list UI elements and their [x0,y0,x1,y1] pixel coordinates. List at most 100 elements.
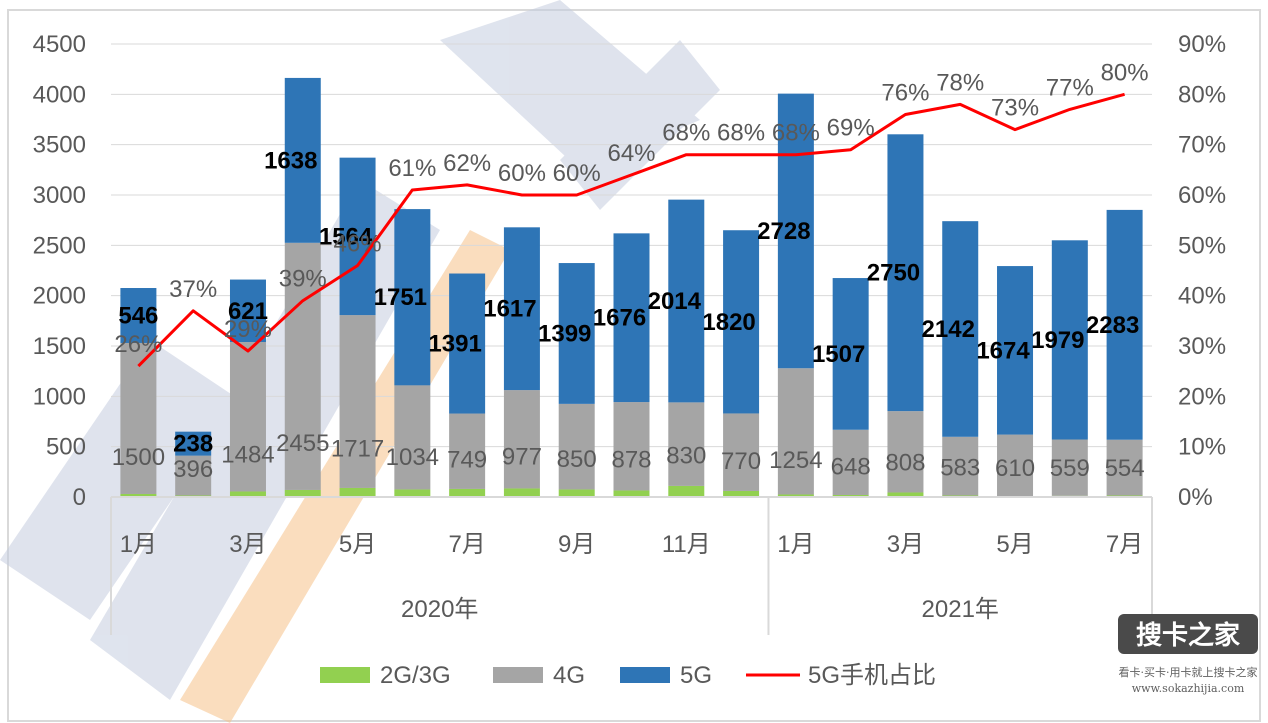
bar-5g [229,279,266,343]
label-share: 26% [114,331,162,358]
label-5g: 2750 [867,260,920,287]
bar-4g [832,429,869,495]
bar-5g [613,233,650,403]
line-layer [137,92,1125,368]
y-left-tick-label: 500 [46,434,86,461]
year-group-label: 2021年 [922,596,999,623]
bar-4g [613,402,650,491]
label-share: 76% [881,79,929,106]
y-left-tick-label: 3000 [33,182,86,209]
label-5g: 1564 [319,223,373,250]
y-right-tick-label: 80% [1178,81,1226,108]
label-5g: 2142 [922,316,975,343]
y-left-tick-label: 1500 [33,333,86,360]
label-4g: 749 [447,446,487,473]
label-4g: 1500 [112,444,165,471]
share-line [137,92,1125,368]
bar-5g [942,221,979,437]
y-right-tick-label: 20% [1178,383,1226,410]
bar-2g3g [120,493,157,497]
bar-4g [229,342,266,492]
y-left-tick-label: 2000 [33,283,86,310]
label-5g: 1507 [812,341,865,368]
legend-label: 2G/3G [380,662,451,689]
bar-4g [887,411,924,493]
label-4g: 1717 [331,436,384,463]
bar-2g3g [723,490,760,497]
label-share: 37% [169,276,217,303]
axis-layer: 0 500 1000 1500 2000 2500 3000 3500 4000 4500 0% 10… [33,31,1226,635]
brand-logo-box [1118,614,1258,654]
label-share: 60% [498,160,546,187]
label-4g: 977 [502,444,542,471]
bar-4g [723,413,760,491]
watermark-stroke-5 [560,40,720,210]
label-share: 73% [991,95,1039,122]
label-5g: 2728 [757,218,810,245]
label-5g: 1399 [538,320,591,347]
y-right-tick-label: 10% [1178,434,1226,461]
bar-5g [887,134,924,412]
legend-label: 5G [680,662,712,689]
label-4g: 648 [831,453,871,480]
label-5g: 1638 [264,147,317,174]
label-share: 68% [662,120,710,147]
y-right-tick-label: 0% [1178,484,1213,511]
bar-5g [558,263,595,404]
bar-2g3g [339,487,376,497]
chart-frame [7,9,1261,722]
label-5g: 546 [118,302,158,329]
bar-5g [723,230,760,414]
y-right-tick-label: 50% [1178,232,1226,259]
label-share: 39% [279,266,327,293]
label-share: 78% [936,69,984,96]
label-5g: 1979 [1031,327,1084,354]
label-5g: 2283 [1086,312,1139,339]
x-tick-label: 11月 [662,531,711,558]
bar-5g [832,278,869,430]
brand-watermark: 搜卡之家 看卡·买卡·用卡就上搜卡之家 www.sokazhijia.com [1118,614,1258,695]
label-4g: 808 [885,449,925,476]
x-tick-label: 5月 [996,531,1033,558]
y-left-tick-label: 3500 [33,132,86,159]
y-right-tick-label: 60% [1178,182,1226,209]
label-5g: 2014 [648,288,702,315]
bar-5g [449,273,486,414]
bar-5g [503,227,540,391]
y-left-tick-label: 1000 [33,383,86,410]
label-5g: 1617 [483,296,536,323]
x-tick-label: 7月 [1106,531,1143,558]
label-4g: 1034 [386,444,439,471]
label-4g: 610 [995,455,1035,482]
legend-swatch [620,667,670,683]
brand-tagline: 看卡·买卡·用卡就上搜卡之家 [1119,665,1258,679]
bar-4g [1106,439,1143,496]
bar-4g [997,434,1034,496]
bar-5g [284,77,321,243]
bar-5g [339,157,376,316]
legend-label: 4G [553,662,585,689]
bar-4g [558,403,595,490]
label-5g: 621 [228,298,268,325]
bar-2g3g [668,485,705,497]
y-left-tick-label: 2500 [33,232,86,259]
label-4g: 554 [1105,455,1145,482]
label-share: 80% [1101,59,1149,86]
y-right-tick-label: 30% [1178,333,1226,360]
label-share: 60% [553,160,601,187]
label-4g: 2455 [276,430,329,457]
label-4g: 770 [721,448,761,475]
label-4g: 830 [666,443,706,470]
x-tick-label: 1月 [120,531,157,558]
x-tick-label: 7月 [448,531,485,558]
bar-4g [120,342,157,494]
label-5g: 1391 [428,331,481,358]
x-tick-label: 3月 [887,531,924,558]
label-4g: 878 [611,447,651,474]
label-4g: 1254 [769,447,822,474]
label-5g: 1674 [976,337,1030,364]
x-tick-label: 3月 [229,531,266,558]
bars-layer [120,77,1143,497]
bar-2g3g [832,494,869,497]
